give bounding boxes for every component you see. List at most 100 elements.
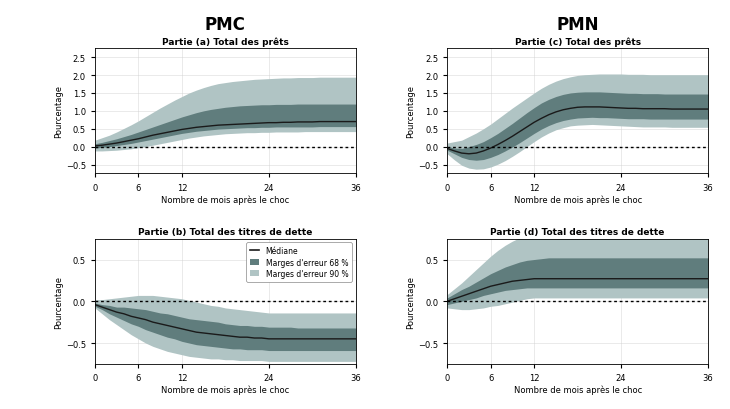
Y-axis label: Pourcentage: Pourcentage — [406, 275, 415, 328]
Médiane — [315, 337, 324, 342]
X-axis label: Nombre de mois après le choc: Nombre de mois après le choc — [161, 195, 290, 204]
Médiane — [177, 128, 186, 133]
Médiane — [515, 278, 524, 283]
Médiane — [595, 105, 604, 110]
Médiane — [127, 138, 136, 143]
Text: PMC: PMC — [205, 16, 246, 34]
Médiane — [301, 337, 310, 342]
Médiane — [479, 287, 488, 292]
Médiane — [170, 129, 179, 134]
Médiane — [192, 126, 201, 130]
Médiane — [170, 325, 179, 330]
Médiane — [639, 276, 648, 281]
Médiane — [112, 141, 121, 146]
Médiane — [450, 149, 458, 154]
Médiane — [464, 152, 473, 157]
Médiane — [566, 107, 575, 112]
Y-axis label: Pourcentage: Pourcentage — [54, 85, 63, 138]
Médiane — [257, 121, 266, 126]
Y-axis label: Pourcentage: Pourcentage — [406, 85, 415, 138]
Médiane — [602, 276, 611, 281]
Médiane — [250, 121, 258, 126]
Médiane — [595, 276, 604, 281]
Médiane — [704, 107, 712, 112]
Médiane — [639, 107, 648, 112]
Médiane — [243, 122, 252, 127]
Médiane — [293, 337, 302, 342]
Médiane — [450, 297, 458, 301]
Médiane — [279, 337, 288, 342]
Médiane — [566, 276, 575, 281]
Médiane — [243, 335, 252, 340]
Médiane — [653, 107, 661, 112]
Médiane — [142, 135, 150, 140]
Médiane — [148, 133, 157, 138]
Médiane — [134, 137, 143, 142]
Médiane — [199, 331, 208, 336]
Médiane — [293, 120, 302, 125]
Médiane — [185, 127, 193, 132]
Médiane — [493, 143, 502, 148]
Line: Médiane: Médiane — [447, 279, 708, 301]
Médiane — [315, 120, 324, 125]
Médiane — [236, 122, 245, 127]
Médiane — [646, 107, 655, 112]
Médiane — [337, 120, 346, 125]
Médiane — [558, 108, 567, 113]
Médiane — [163, 323, 172, 328]
Médiane — [286, 121, 295, 126]
Médiane — [236, 335, 245, 340]
Médiane — [228, 123, 237, 128]
Médiane — [192, 330, 201, 335]
Médiane — [264, 337, 273, 342]
Médiane — [105, 308, 114, 312]
Médiane — [112, 310, 121, 315]
Médiane — [660, 276, 669, 281]
Médiane — [573, 276, 582, 281]
Médiane — [696, 107, 705, 112]
Médiane — [457, 294, 466, 299]
Médiane — [653, 276, 661, 281]
Médiane — [689, 107, 698, 112]
Médiane — [272, 337, 280, 342]
Médiane — [308, 337, 317, 342]
Médiane — [667, 276, 676, 281]
Médiane — [472, 151, 480, 156]
Médiane — [530, 121, 539, 126]
Title: Partie (b) Total des titres de dette: Partie (b) Total des titres de dette — [138, 228, 312, 237]
Médiane — [573, 106, 582, 110]
Médiane — [479, 149, 488, 154]
Médiane — [501, 281, 510, 285]
Médiane — [148, 320, 157, 325]
Médiane — [345, 120, 353, 125]
Médiane — [624, 107, 633, 112]
Médiane — [221, 123, 230, 128]
X-axis label: Nombre de mois après le choc: Nombre de mois après le choc — [513, 195, 642, 204]
Médiane — [682, 107, 691, 112]
Médiane — [523, 125, 531, 130]
Médiane — [580, 276, 589, 281]
Médiane — [91, 144, 99, 149]
Médiane — [537, 276, 546, 281]
Médiane — [551, 110, 560, 115]
Médiane — [667, 107, 676, 112]
Médiane — [443, 146, 452, 151]
Médiane — [120, 140, 128, 145]
Médiane — [155, 321, 164, 326]
Médiane — [142, 317, 150, 322]
Y-axis label: Pourcentage: Pourcentage — [54, 275, 63, 328]
Médiane — [580, 105, 589, 110]
Médiane — [675, 107, 683, 112]
Médiane — [602, 106, 611, 110]
Médiane — [207, 124, 215, 129]
X-axis label: Nombre de mois après le choc: Nombre de mois après le choc — [513, 385, 642, 394]
Médiane — [308, 120, 317, 125]
Médiane — [214, 124, 223, 128]
Médiane — [134, 316, 143, 321]
Line: Médiane: Médiane — [447, 108, 708, 155]
Médiane — [472, 289, 480, 294]
Médiane — [199, 125, 208, 130]
Line: Médiane: Médiane — [95, 122, 356, 146]
Médiane — [330, 120, 339, 125]
Text: PMN: PMN — [556, 16, 599, 34]
